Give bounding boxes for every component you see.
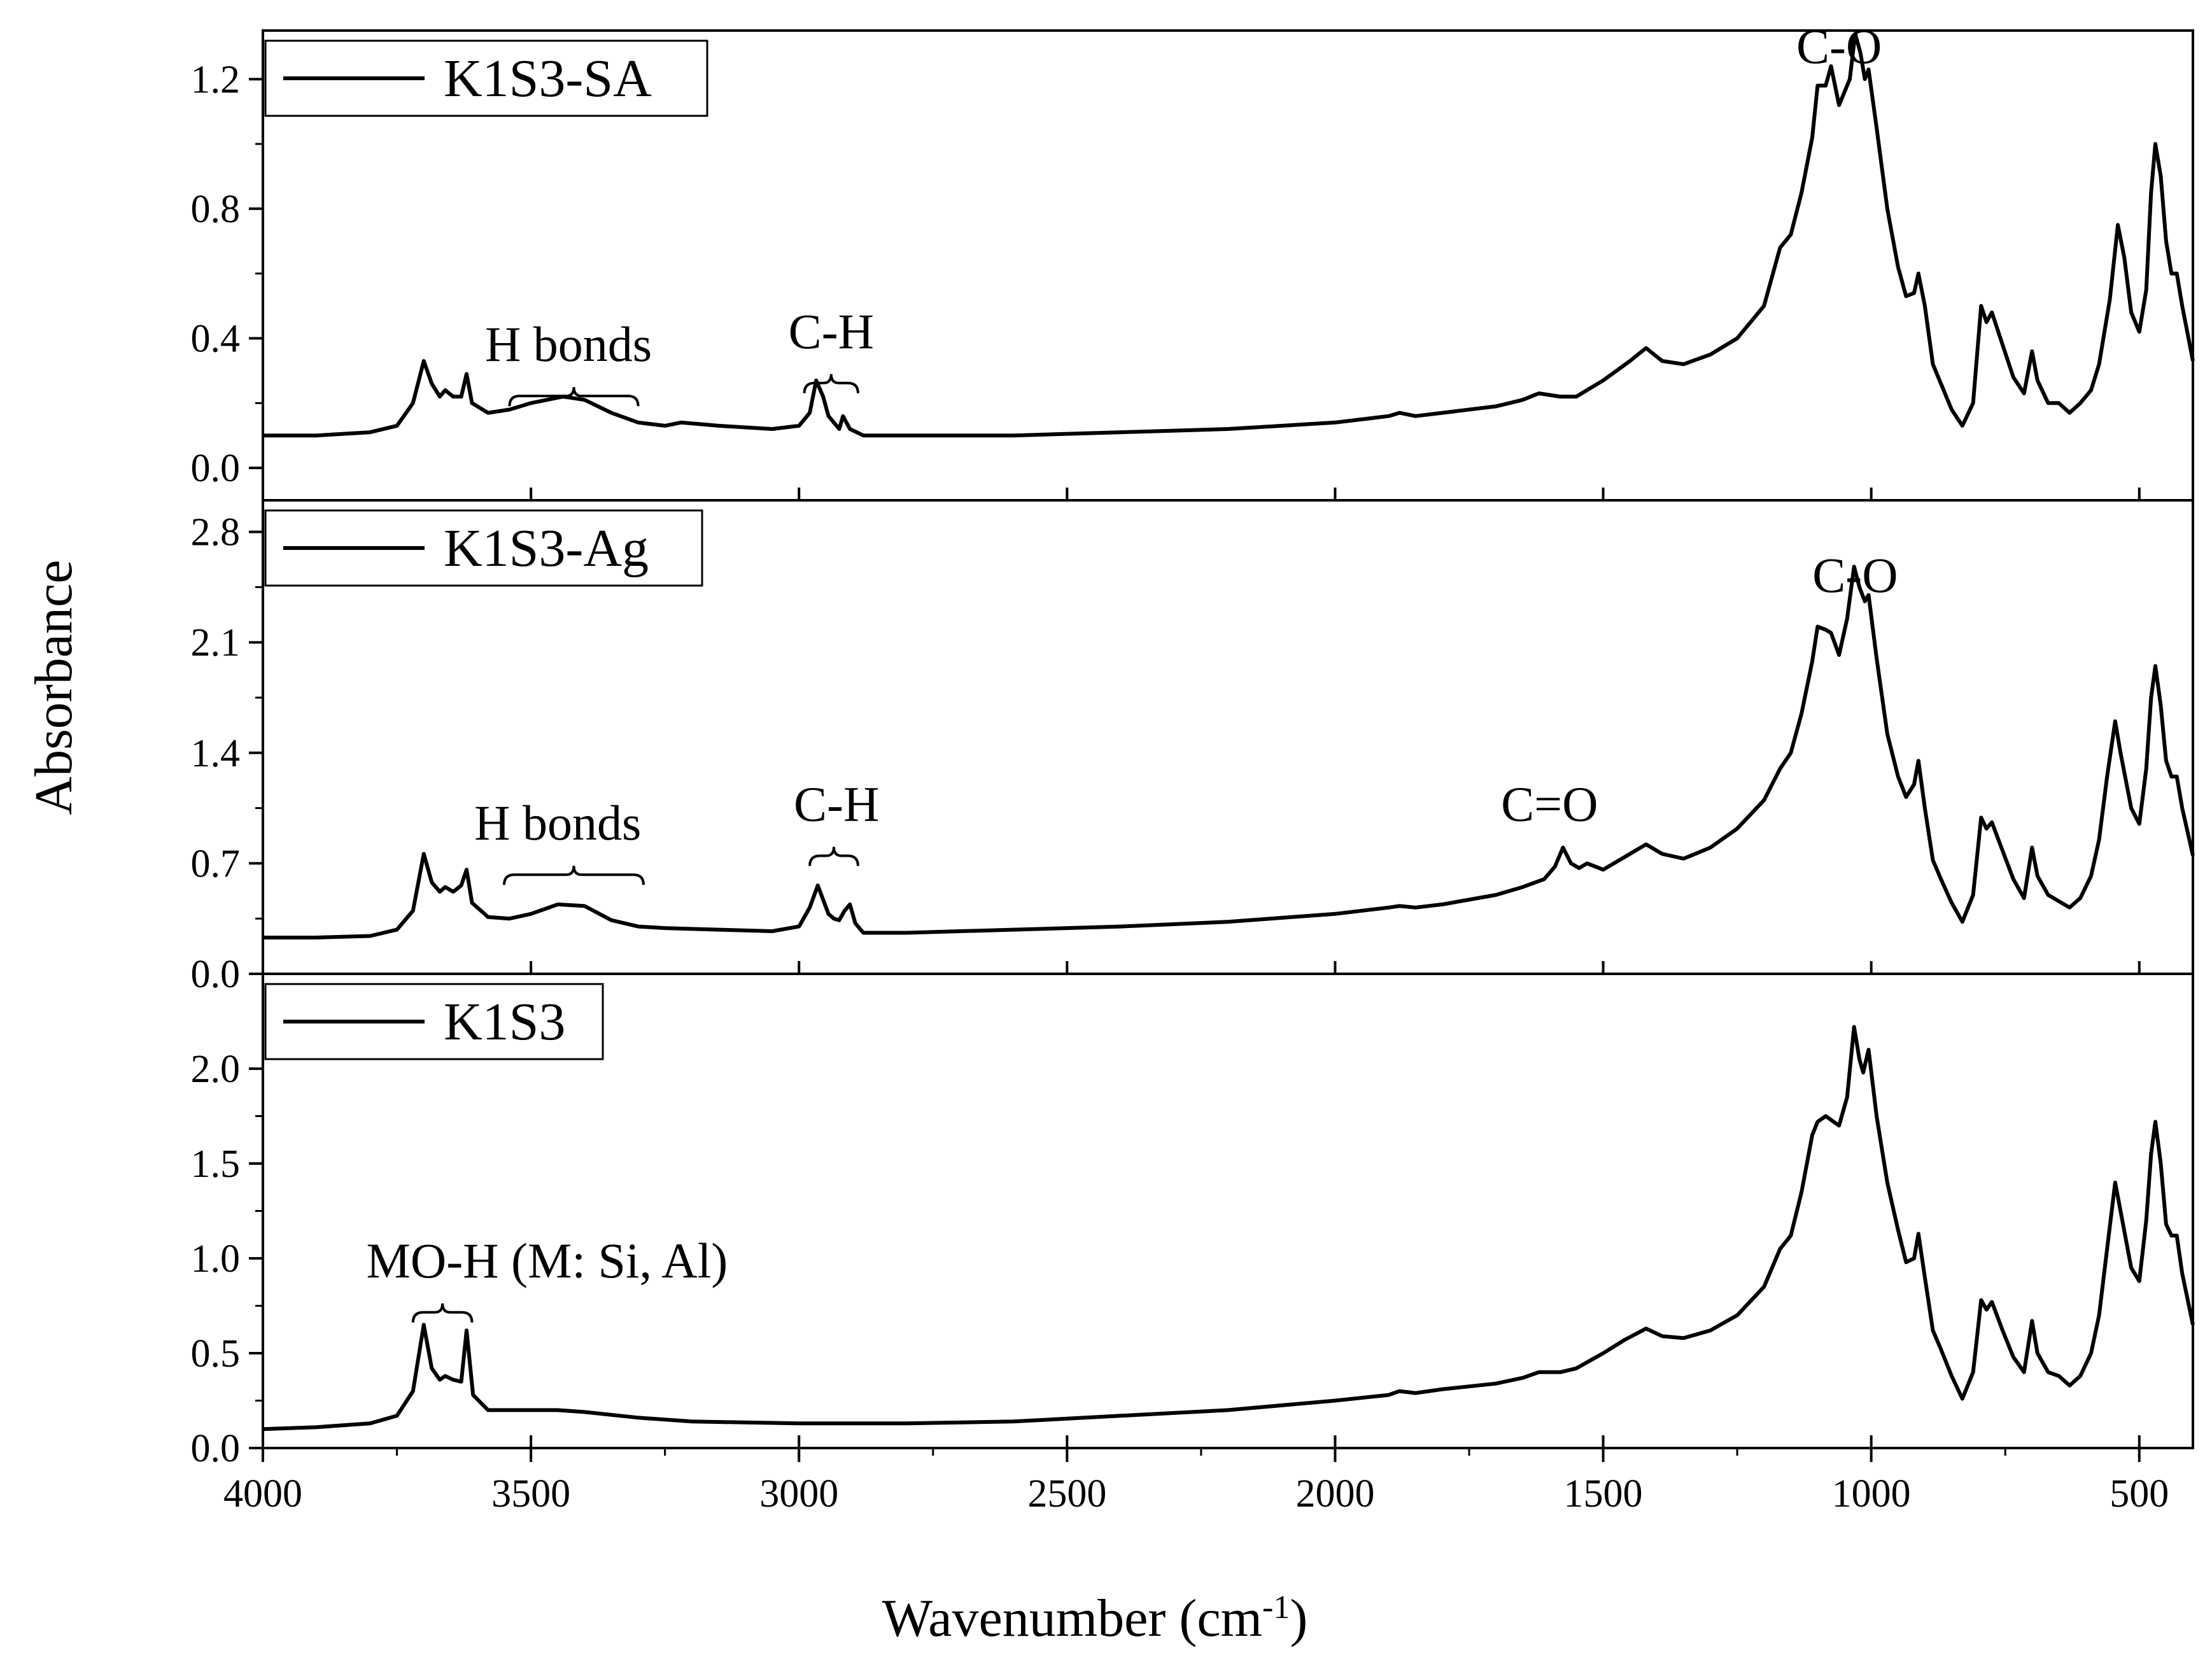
y-tick-label: 0.5: [191, 1332, 241, 1375]
y-axis-title: Absorbance: [24, 559, 83, 815]
spectrum-line-K1S3-Ag: [263, 565, 2195, 939]
legend-label: K1S3-SA: [444, 49, 652, 108]
x-axis: 4000 3500 3000 2500 2000 1500 1000 500: [223, 1448, 2169, 1516]
y-tick-label: 0.7: [191, 842, 241, 885]
annotation-label: C-H: [789, 304, 874, 359]
legend: K1S3-SA: [264, 39, 708, 117]
annotation-brace: [508, 387, 640, 407]
legend: K1S3-Ag: [264, 509, 703, 587]
y-tick-label: 1.4: [191, 732, 241, 775]
x-tick-label: 3500: [491, 1472, 570, 1516]
x-axis-title-close: ): [1290, 1589, 1307, 1648]
y-tick-label: 1.5: [191, 1143, 241, 1186]
annotation-brace: [503, 866, 645, 885]
annotation-label: H bonds: [485, 316, 652, 372]
annotation-label: C=O: [1501, 776, 1598, 831]
x-tick-label: 2000: [1295, 1472, 1374, 1516]
y-tick-label: 1.0: [191, 1237, 241, 1281]
y-tick-label: 0.0: [191, 447, 241, 490]
legend-label: K1S3: [444, 992, 565, 1052]
panel-1: 0.0 0.4 0.8 1.2 K1S3-SA H bonds C-H C-O: [191, 18, 2195, 502]
annotation-brace: [808, 847, 859, 866]
y-tick-label: 0.0: [191, 1427, 241, 1470]
y-tick-label: 0.8: [191, 188, 241, 231]
spectrum-line-K1S3: [262, 1025, 2195, 1431]
y-tick-label: 0.4: [191, 318, 241, 361]
annotation-label: C-O: [1812, 547, 1898, 603]
y-tick-label: 0.0: [191, 953, 241, 996]
spectrum-line-K1S3-SA: [263, 32, 2195, 438]
x-axis-title: Wavenumber (cm-1): [882, 1589, 1308, 1648]
annotation-label: C-O: [1796, 18, 1882, 74]
x-tick-label: 4000: [223, 1472, 302, 1516]
x-tick-label: 500: [2110, 1472, 2169, 1516]
legend: K1S3: [264, 983, 604, 1060]
y-tick-label: 2.1: [191, 621, 241, 665]
panels-group: 0.0 0.4 0.8 1.2 K1S3-SA H bonds C-H C-O 0.0 0.7 1.…: [191, 18, 2195, 1470]
x-axis-title-superscript: -1: [1262, 1589, 1290, 1626]
legend-label: K1S3-Ag: [444, 519, 649, 578]
panel-2: 0.0 0.7 1.4 2.1 2.8 K1S3-Ag H bonds C-H C=O C-O: [191, 499, 2195, 996]
x-axis-title-main: Wavenumber (cm: [882, 1589, 1262, 1648]
x-tick-label: 1500: [1564, 1472, 1643, 1516]
annotation-label: H bonds: [474, 795, 641, 850]
y-tick-label: 2.0: [191, 1048, 241, 1091]
x-tick-label: 2500: [1027, 1472, 1106, 1516]
legend-box: [264, 509, 703, 587]
x-tick-label: 1000: [1832, 1472, 1911, 1516]
annotation-label: C-H: [794, 776, 879, 831]
annotation-brace: [411, 1303, 474, 1323]
y-tick-label: 2.8: [191, 511, 241, 554]
x-tick-label: 3000: [759, 1472, 838, 1516]
panel-3: 0.0 0.5 1.0 1.5 2.0 K1S3 MO-H (M: Si, Al): [191, 973, 2195, 1470]
y-tick-label: 1.2: [191, 58, 241, 101]
annotation-label: MO-H (M: Si, Al): [367, 1233, 728, 1288]
